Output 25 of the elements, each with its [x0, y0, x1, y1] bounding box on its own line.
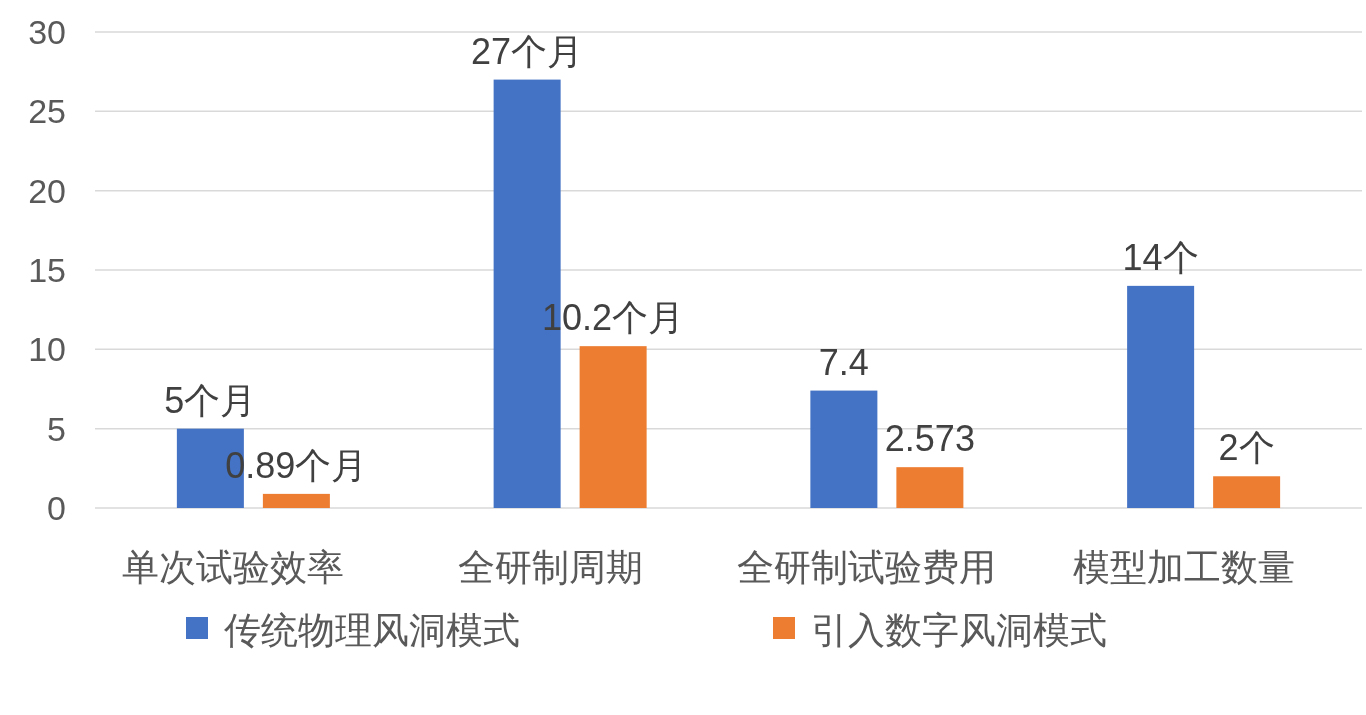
- y-tick-label: 10: [28, 330, 66, 369]
- bar: [810, 390, 878, 508]
- data-label: 2.573: [884, 418, 975, 460]
- y-tick-label: 30: [28, 13, 66, 51]
- bar: [896, 467, 964, 508]
- x-tick-label: 全研制周期: [457, 547, 643, 588]
- bar: [1127, 285, 1195, 508]
- y-tick-label: 25: [28, 92, 66, 131]
- bar: [1213, 476, 1281, 508]
- data-label: 27个月: [471, 30, 584, 72]
- x-tick-label: 单次试验效率: [122, 547, 345, 588]
- data-label: 2个: [1218, 427, 1275, 469]
- x-tick-label: 模型加工数量: [1072, 547, 1295, 588]
- data-label: 5个月: [164, 379, 257, 421]
- data-label: 7.4: [818, 341, 869, 383]
- y-tick-label: 0: [47, 489, 66, 527]
- bar: [262, 493, 330, 508]
- y-tick-label: 15: [28, 251, 66, 289]
- y-tick-label: 5: [47, 409, 66, 448]
- y-tick-label: 20: [28, 171, 66, 210]
- legend-label: 引入数字风洞模式: [811, 610, 1107, 651]
- x-tick-label: 全研制试验费用: [737, 547, 997, 588]
- legend-label: 传统物理风洞模式: [224, 610, 520, 651]
- bar: [579, 346, 647, 508]
- data-label: 14个: [1122, 236, 1199, 278]
